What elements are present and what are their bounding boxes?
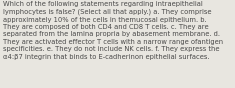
Text: Which of the following statements regarding intraepithelial
lymphocytes is false: Which of the following statements regard… [3,1,223,60]
